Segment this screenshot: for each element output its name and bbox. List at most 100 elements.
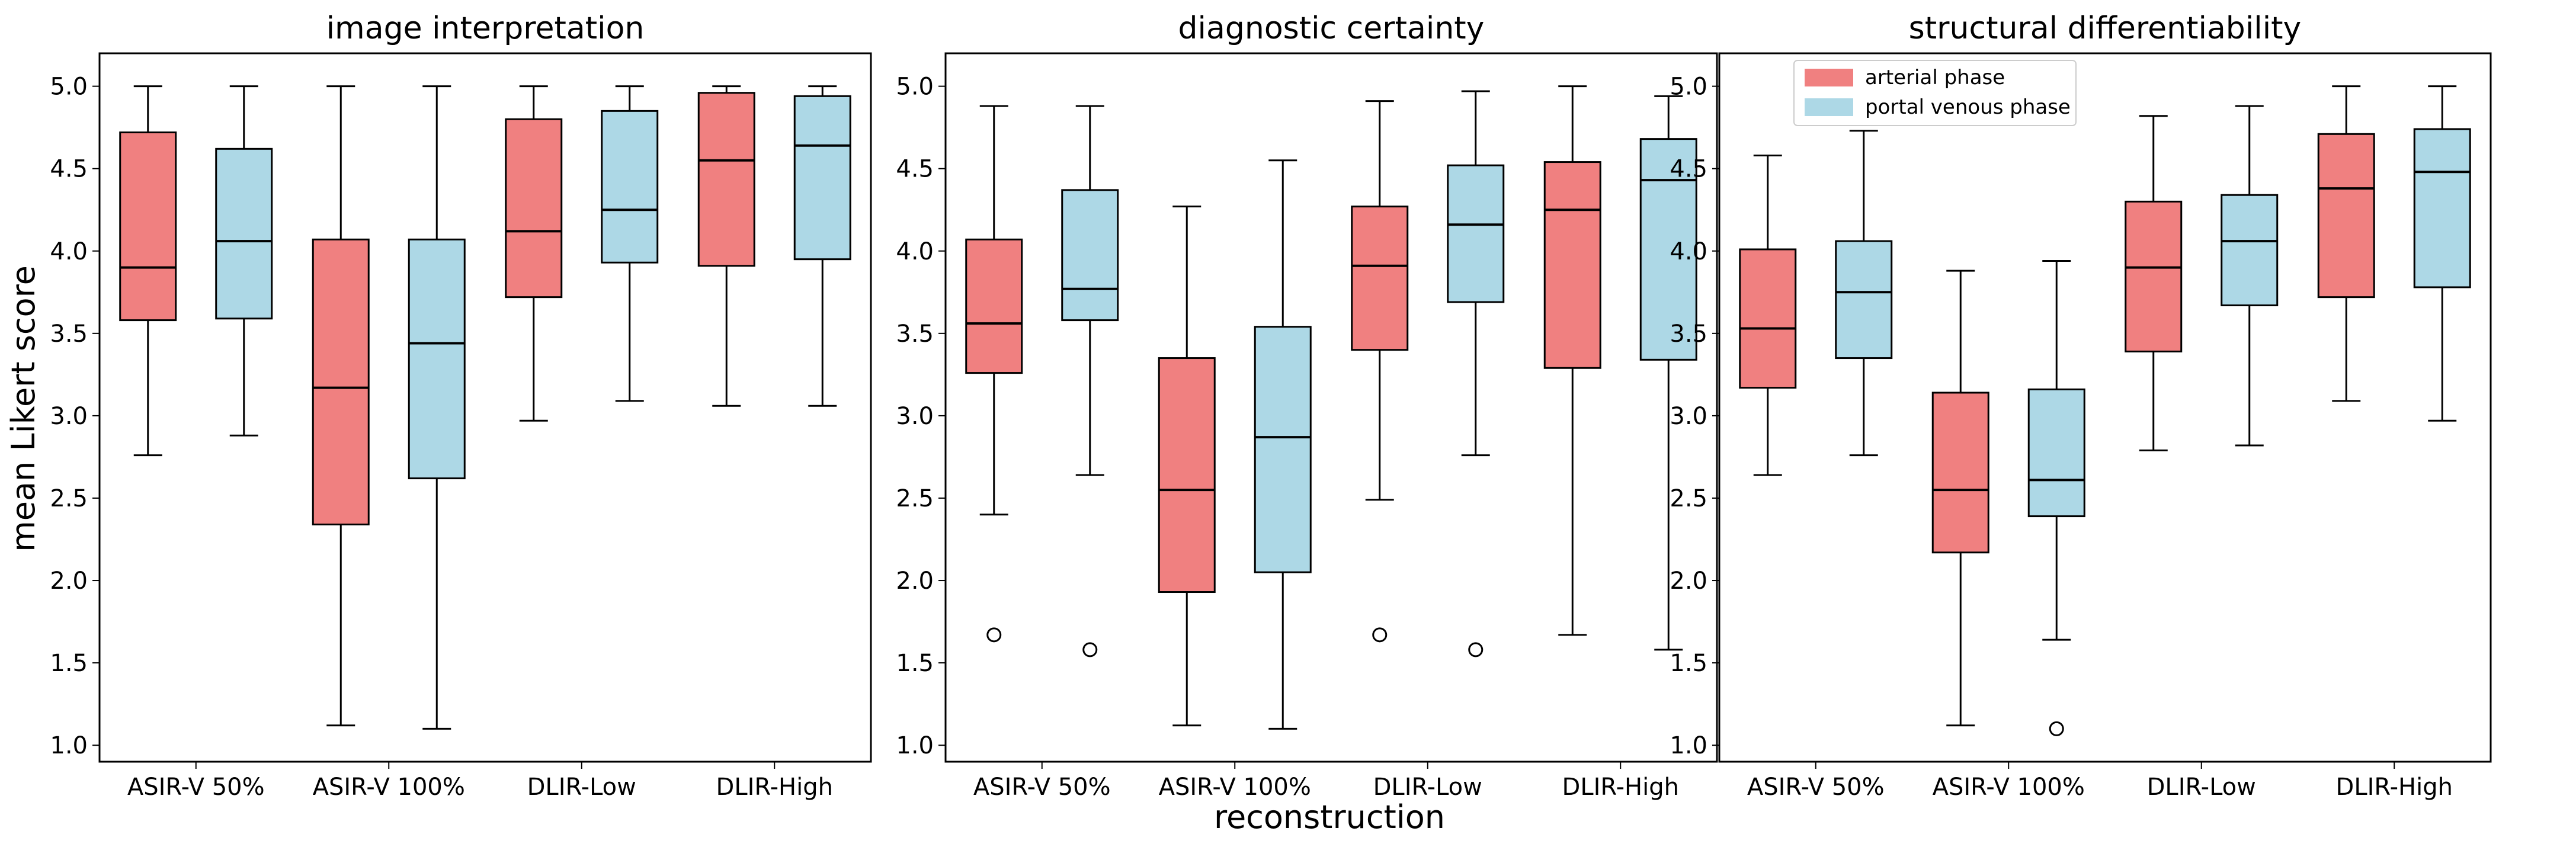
series-portal-venous-phase — [1835, 85, 2471, 736]
iqr-box — [2125, 200, 2183, 352]
panels-group: image interpretation 1.0 1.5 2.0 2.5 3.0 3.5 4.… — [50, 11, 2492, 801]
iqr-box — [408, 238, 466, 480]
x-tick-label: ASIR-V 50% — [973, 774, 1111, 801]
x-tick-label: DLIR-High — [2336, 774, 2453, 801]
plot-frame — [98, 52, 872, 763]
x-tick-label: ASIR-V 100% — [313, 774, 465, 801]
iqr-box — [1639, 138, 1697, 361]
iqr-box — [697, 92, 755, 267]
iqr-box — [1158, 357, 1216, 593]
box-dlir-low — [2221, 105, 2279, 447]
panel-diagnostic-certainty: diagnostic certainty 1.0 1.5 2.0 2.5 3.0 3.5 4.… — [896, 11, 1718, 801]
iqr-box — [1351, 206, 1409, 351]
box-dlir-low — [601, 85, 659, 402]
iqr-box — [119, 131, 177, 322]
x-tick-label: DLIR-Low — [527, 774, 636, 801]
iqr-box — [1835, 240, 1893, 360]
y-tick-label: 3.5 — [50, 320, 88, 348]
box-dlir-high — [1639, 95, 1697, 651]
iqr-box — [793, 95, 851, 261]
y-tick-label: 2.0 — [1670, 567, 1707, 595]
iqr-box — [1447, 164, 1505, 303]
iqr-box — [965, 238, 1023, 374]
panel-title: structural differentiability — [1909, 11, 2302, 46]
y-tick-label: 4.0 — [50, 238, 88, 265]
y-tick-label: 3.5 — [896, 320, 934, 348]
iqr-box — [2027, 388, 2085, 518]
x-tick-label: ASIR-V 50% — [1747, 774, 1885, 801]
box-asir-v-50 — [1835, 130, 1893, 457]
series-portal-venous-phase — [215, 85, 851, 730]
box-dlir-high — [2413, 85, 2471, 422]
legend: arterial phase portal venous phase — [1793, 60, 2077, 126]
box-asir-v-100 — [408, 85, 466, 730]
y-tick-label: 5.0 — [1670, 73, 1707, 101]
panel-image-interpretation: image interpretation 1.0 1.5 2.0 2.5 3.0 3.5 4.… — [50, 11, 872, 801]
box-dlir-high — [1543, 85, 1601, 636]
outlier-point — [2049, 721, 2064, 736]
y-tick-label: 1.0 — [1670, 732, 1707, 759]
y-tick-label: 4.5 — [896, 156, 934, 183]
y-tick-label: 3.0 — [896, 403, 934, 430]
y-tick-label: 2.5 — [1670, 485, 1707, 512]
iqr-box — [2317, 133, 2375, 299]
y-tick-label: 4.5 — [1670, 156, 1707, 183]
y-tick-label: 3.0 — [50, 403, 88, 430]
box-dlir-high — [793, 85, 851, 407]
box-asir-v-50 — [1739, 154, 1797, 476]
series-portal-venous-phase — [1061, 90, 1697, 730]
box-dlir-high — [697, 85, 755, 407]
x-tick-label: DLIR-Low — [2147, 774, 2256, 801]
box-asir-v-100 — [1931, 270, 1989, 727]
iqr-box — [312, 238, 370, 525]
iqr-box — [2413, 128, 2471, 288]
y-tick-label: 4.5 — [50, 156, 88, 183]
y-tick-label: 2.0 — [50, 567, 88, 595]
y-axis-label: mean Likert score — [5, 265, 42, 552]
box-asir-v-100 — [1254, 159, 1312, 730]
iqr-box — [1543, 161, 1601, 369]
y-tick-label: 2.5 — [50, 485, 88, 512]
panel-title: diagnostic certainty — [1178, 11, 1485, 46]
box-asir-v-100 — [1158, 206, 1216, 727]
panel-structural-differentiability: structural differentiability 1.0 1.5 2.0 2.5… — [1670, 11, 2492, 801]
legend-label-portal: portal venous phase — [1865, 95, 2071, 119]
outlier-point — [1468, 642, 1484, 657]
y-tick-label: 5.0 — [896, 73, 934, 101]
outlier-point — [1372, 627, 1388, 643]
iqr-box — [1254, 326, 1312, 573]
legend-swatch-arterial — [1805, 69, 1853, 86]
box-dlir-low — [1447, 90, 1505, 657]
series-arterial-phase — [119, 85, 755, 727]
box-asir-v-50 — [965, 105, 1023, 643]
box-dlir-low — [1351, 100, 1409, 643]
legend-label-arterial: arterial phase — [1865, 66, 2005, 89]
x-tick-label: DLIR-High — [1562, 774, 1679, 801]
box-dlir-low — [505, 85, 563, 422]
y-tick-label: 3.0 — [1670, 403, 1707, 430]
plot-frame — [1718, 52, 2492, 763]
y-tick-label: 1.5 — [1670, 650, 1707, 677]
y-tick-label: 4.0 — [1670, 238, 1707, 265]
box-asir-v-100 — [312, 85, 370, 727]
y-tick-label: 3.5 — [1670, 320, 1707, 348]
box-asir-v-50 — [215, 85, 273, 437]
y-tick-label: 1.0 — [50, 732, 88, 759]
y-tick-label: 4.0 — [896, 238, 934, 265]
box-dlir-high — [2317, 85, 2375, 402]
box-asir-v-100 — [2027, 259, 2085, 736]
x-tick-label: ASIR-V 100% — [1159, 774, 1311, 801]
y-tick-label: 1.5 — [50, 650, 88, 677]
x-axis-label: reconstruction — [1214, 798, 1445, 836]
iqr-box — [1061, 189, 1119, 322]
box-asir-v-50 — [119, 85, 177, 457]
iqr-box — [601, 110, 659, 264]
y-tick-label: 1.0 — [896, 732, 934, 759]
y-tick-label: 5.0 — [50, 73, 88, 101]
iqr-box — [1931, 392, 1989, 554]
outlier-point — [986, 627, 1002, 643]
x-tick-label: ASIR-V 100% — [1933, 774, 2085, 801]
box-asir-v-50 — [1061, 105, 1119, 657]
box-dlir-low — [2125, 115, 2183, 451]
